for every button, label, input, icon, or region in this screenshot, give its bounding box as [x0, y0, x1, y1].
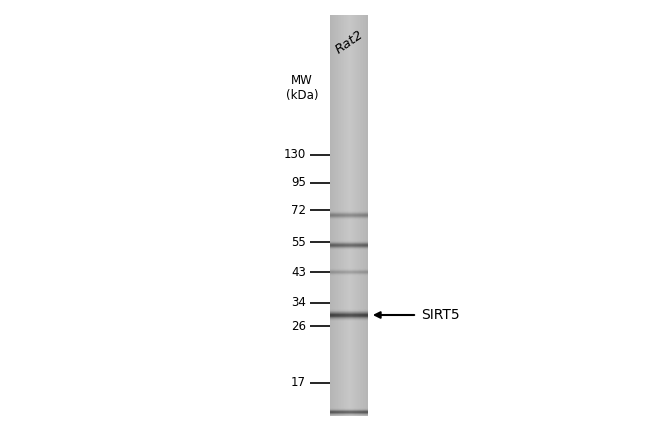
Bar: [345, 15, 346, 415]
Text: 26: 26: [291, 319, 306, 333]
Bar: [344, 15, 345, 415]
Bar: [331, 15, 332, 415]
Bar: [340, 15, 341, 415]
Bar: [359, 15, 360, 415]
Bar: [342, 15, 343, 415]
Bar: [363, 15, 364, 415]
Bar: [358, 15, 359, 415]
Bar: [337, 15, 339, 415]
Bar: [348, 15, 349, 415]
Text: 17: 17: [291, 376, 306, 390]
Bar: [336, 15, 337, 415]
Text: 43: 43: [291, 265, 306, 279]
Bar: [332, 15, 333, 415]
Bar: [353, 15, 354, 415]
Text: 55: 55: [291, 235, 306, 249]
Bar: [349, 15, 350, 415]
Bar: [346, 15, 348, 415]
Text: Rat2: Rat2: [333, 28, 365, 56]
Bar: [362, 15, 363, 415]
Bar: [352, 15, 353, 415]
Text: 34: 34: [291, 297, 306, 309]
Text: 95: 95: [291, 176, 306, 189]
Bar: [334, 15, 335, 415]
Bar: [364, 15, 365, 415]
Text: 130: 130: [284, 149, 306, 162]
Bar: [330, 15, 331, 415]
Bar: [343, 15, 344, 415]
Bar: [361, 15, 362, 415]
Bar: [360, 15, 361, 415]
Text: SIRT5: SIRT5: [421, 308, 460, 322]
Text: 72: 72: [291, 203, 306, 216]
Text: (kDa): (kDa): [286, 89, 318, 103]
Bar: [355, 15, 356, 415]
Text: MW: MW: [291, 73, 313, 87]
Bar: [351, 15, 352, 415]
Bar: [367, 15, 368, 415]
Bar: [356, 15, 357, 415]
Bar: [354, 15, 355, 415]
Bar: [339, 15, 340, 415]
Bar: [333, 15, 334, 415]
Bar: [365, 15, 366, 415]
Bar: [335, 15, 336, 415]
Bar: [350, 15, 351, 415]
Bar: [366, 15, 367, 415]
Bar: [341, 15, 342, 415]
Bar: [357, 15, 358, 415]
